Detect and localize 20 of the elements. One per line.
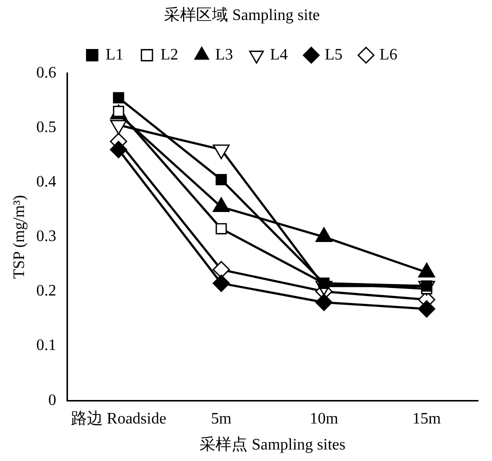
y-tick-label: 0.3	[36, 228, 56, 246]
legend-label: L4	[270, 46, 288, 64]
x-tick-label: 5m	[211, 410, 232, 428]
legend-label: L3	[215, 46, 234, 64]
legend-title: 采样区域 Sampling site	[164, 6, 320, 24]
y-tick-label: 0.2	[36, 282, 56, 300]
legend-label: L5	[324, 46, 343, 64]
x-axis-title: 采样点 Sampling sites	[200, 436, 346, 454]
y-tick-label: 0.4	[36, 174, 56, 191]
legend-label: L1	[106, 46, 124, 64]
x-tick-label: 路边 Roadside	[70, 409, 166, 428]
legend-label: L6	[380, 46, 398, 64]
x-tick-label: 15m	[412, 410, 442, 428]
y-tick-label: 0	[48, 392, 56, 409]
y-axis-title: TSP (mg/m³)	[10, 195, 28, 279]
y-tick-label: 0.5	[36, 118, 56, 136]
x-tick-label: 10m	[310, 410, 339, 428]
y-tick-label: 0.6	[36, 64, 56, 82]
y-tick-label: 0.1	[36, 337, 56, 354]
legend-label: L2	[160, 46, 178, 64]
